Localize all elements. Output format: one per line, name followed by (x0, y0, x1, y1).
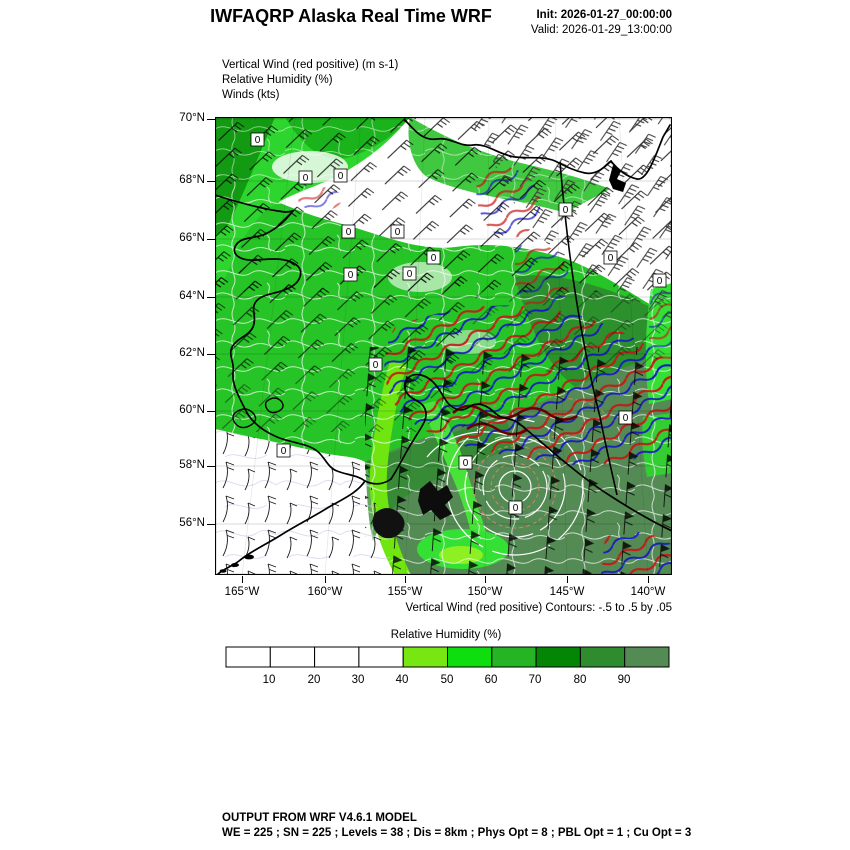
colorbar-title: Relative Humidity (%) (390, 629, 502, 641)
svg-text:0: 0 (303, 173, 309, 184)
x-axis-tick (485, 576, 486, 583)
colorbar-tick-label: 60 (484, 674, 498, 686)
x-axis-label: 145°W (549, 586, 585, 598)
y-axis-tick (207, 524, 215, 525)
x-axis-label: 155°W (387, 586, 423, 598)
x-axis-tick (567, 576, 568, 583)
wind-barbs-bering-sea (215, 429, 395, 575)
svg-text:0: 0 (255, 135, 261, 146)
init-time-label: Init: 2026-01-27_00:00:00 (536, 9, 672, 21)
svg-text:0: 0 (395, 227, 401, 238)
svg-text:0: 0 (346, 227, 352, 238)
y-axis-tick (207, 354, 215, 355)
latitude-lines (215, 118, 672, 525)
svg-text:0: 0 (513, 503, 519, 514)
colorbar-tick-label: 40 (395, 674, 409, 686)
y-axis-label: 58°N (179, 459, 205, 471)
arctic-islands (609, 165, 626, 192)
model-output-line: OUTPUT FROM WRF V4.6.1 MODEL (222, 812, 417, 824)
colorbar-segment (358, 646, 404, 668)
aleutian-islands (219, 554, 254, 573)
y-axis-label: 64°N (179, 290, 205, 302)
map-frame (215, 117, 672, 575)
colorbar-tick-label: 50 (440, 674, 454, 686)
canada-border-line (559, 161, 618, 496)
colorbar-tick-label: 70 (528, 674, 542, 686)
bering-island (264, 397, 284, 414)
legend-relative-humidity: Relative Humidity (%) (222, 74, 333, 86)
wind-barbs-gulf (365, 347, 672, 575)
svg-text:0: 0 (348, 270, 354, 281)
x-axis-label: 150°W (467, 586, 503, 598)
y-axis-label: 62°N (179, 347, 205, 359)
bering-island (232, 408, 257, 429)
kodiak-island (372, 508, 405, 539)
valid-time-label: Valid: 2026-01-29_13:00:00 (530, 24, 672, 36)
y-axis-label: 60°N (179, 404, 205, 416)
wind-barbs-northeast (465, 117, 672, 322)
y-axis-tick (207, 239, 215, 240)
colorbar-segment (491, 646, 537, 668)
x-axis-tick (648, 576, 649, 583)
svg-text:0: 0 (563, 205, 569, 216)
legend-winds: Winds (kts) (222, 89, 280, 101)
colorbar-tick-label: 20 (307, 674, 321, 686)
x-axis-tick (405, 576, 406, 583)
svg-text:0: 0 (338, 171, 344, 182)
colorbar-tick-label: 10 (262, 674, 276, 686)
colorbar-segment (447, 646, 493, 668)
longitude-lines (241, 117, 649, 575)
x-axis-label: 140°W (630, 586, 666, 598)
colorbar-segment (269, 646, 316, 668)
y-axis-label: 66°N (179, 232, 205, 244)
x-axis-label: 165°W (224, 586, 260, 598)
colorbar-segment (225, 646, 271, 668)
colorbar-segment (624, 646, 670, 668)
x-axis-label: 160°W (307, 586, 343, 598)
legend-vertical-wind: Vertical Wind (red positive) (m s-1) (222, 59, 399, 71)
zero-contour-labels: 0 0 0 0 0 0 0 0 0 0 0 0 0 0 0 0 (250, 132, 667, 515)
svg-text:0: 0 (431, 253, 437, 264)
colorbar-segment (579, 646, 626, 668)
y-axis-tick (207, 181, 215, 182)
colorbar-segment (535, 646, 581, 668)
svg-text:0: 0 (463, 458, 469, 469)
kenai-mountains (418, 481, 453, 520)
contour-caption: Vertical Wind (red positive) Contours: -… (405, 602, 672, 614)
colorbar-segment (314, 646, 360, 668)
svg-text:0: 0 (608, 253, 614, 264)
y-axis-label: 56°N (179, 517, 205, 529)
y-axis-tick (207, 297, 215, 298)
colorbar-segment (402, 646, 448, 668)
y-axis-label: 68°N (179, 174, 205, 186)
svg-text:0: 0 (623, 413, 629, 424)
x-axis-tick (325, 576, 326, 583)
model-config-line: WE = 225 ; SN = 225 ; Levels = 38 ; Dis … (222, 827, 692, 839)
y-axis-tick (207, 466, 215, 467)
page-title: IWFAQRP Alaska Real Time WRF (210, 6, 492, 26)
svg-text:0: 0 (281, 446, 287, 457)
svg-text:0: 0 (373, 360, 379, 371)
colorbar (225, 646, 670, 668)
svg-text:0: 0 (407, 269, 413, 280)
x-axis-tick (242, 576, 243, 583)
colorbar-tick-label: 30 (351, 674, 365, 686)
colorbar-tick-label: 90 (617, 674, 631, 686)
y-axis-label: 70°N (179, 112, 205, 124)
colorbar-tick-label: 80 (573, 674, 587, 686)
y-axis-tick (207, 411, 215, 412)
wrf-map-plot: 0 0 0 0 0 0 0 0 0 0 0 0 0 0 0 0 (215, 117, 672, 575)
y-axis-tick (207, 119, 215, 120)
svg-text:0: 0 (657, 276, 663, 287)
